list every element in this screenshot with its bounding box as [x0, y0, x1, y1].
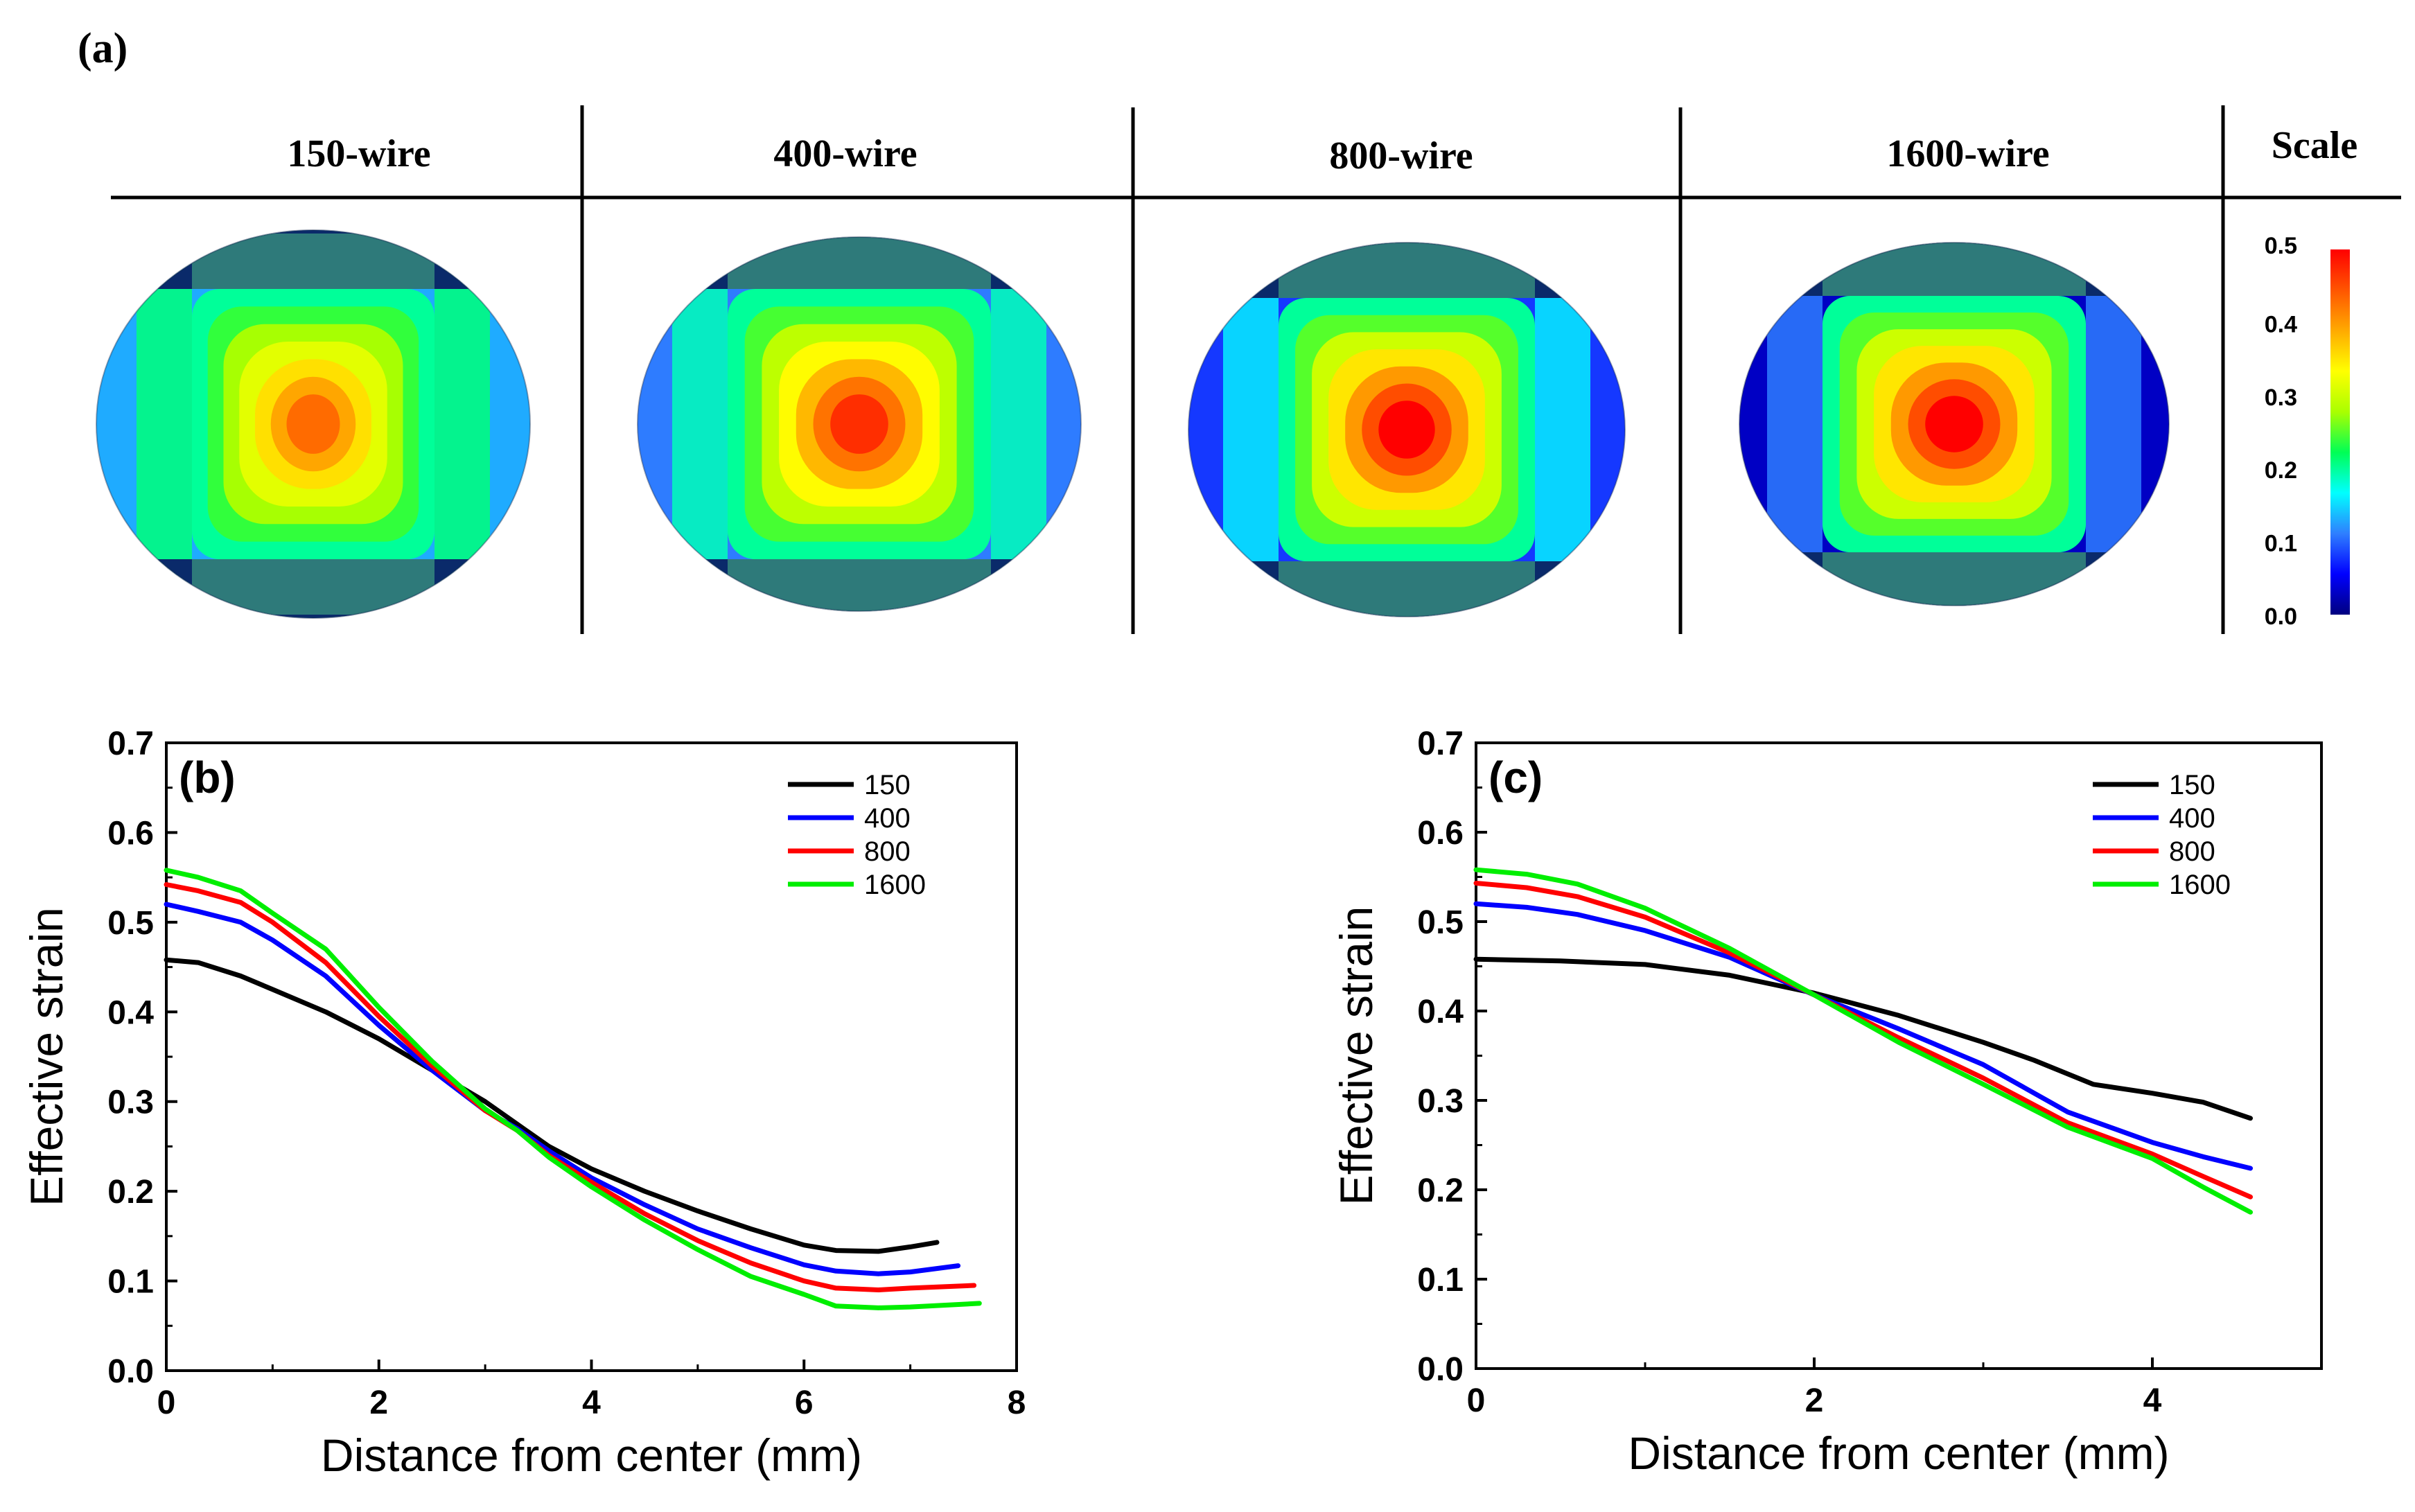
panel-label: (b): [179, 753, 236, 802]
column-title-800-wire: 800-wire: [1329, 134, 1473, 177]
x-axis-label: Distance from center (mm): [321, 1430, 862, 1481]
map-bottom-cap-inner: [1823, 552, 2086, 606]
x-tick-label: 4: [582, 1384, 601, 1421]
series-line-800: [164, 882, 977, 1292]
x-tick-label: 2: [1805, 1382, 1824, 1419]
map-outline: [1739, 242, 2170, 606]
scale-title: Scale: [2272, 124, 2357, 167]
scale-tick-label: 0.0: [2265, 604, 2297, 630]
map-side-band-left: [1767, 243, 1823, 606]
x-tick-label: 8: [1008, 1384, 1026, 1421]
y-tick-label: 0.5: [107, 905, 154, 942]
y-tick-label: 0.0: [107, 1353, 154, 1390]
scale-tick-label: 0.2: [2265, 457, 2297, 484]
scale-tick-label: 0.1: [2265, 531, 2297, 557]
panel-a-label: (a): [78, 25, 128, 72]
strain-map-1600-wire: [1739, 242, 2170, 606]
strain-map-400-wire: [637, 236, 1082, 612]
scale-tick-label: 0.5: [2265, 233, 2297, 259]
y-tick-label: 0.5: [1417, 904, 1464, 941]
map-core-level: [286, 394, 340, 454]
column-title-1600-wire: 1600-wire: [1886, 132, 2049, 175]
series-line-150: [1473, 956, 2253, 1121]
chart-c: 0.0 0.1 0.2 0.3 0.4 0.5 0.6 0.7 0 2 4 Distance from…: [1331, 726, 2323, 1479]
y-tick-label: 0.1: [107, 1264, 154, 1301]
panel-label: (c): [1488, 753, 1543, 802]
legend-label-1600: 1600: [2169, 870, 2231, 900]
x-tick-label: 0: [1467, 1382, 1486, 1419]
map-core-level: [830, 394, 888, 454]
y-tick-label: 0.7: [1417, 726, 1464, 762]
y-tick-label: 0.7: [107, 726, 154, 762]
map-bottom-cap-inner: [728, 559, 991, 611]
map-core-level: [1378, 401, 1435, 459]
y-tick-label: 0.2: [107, 1174, 154, 1211]
map-top-cap-inner: [1279, 243, 1535, 298]
y-tick-label: 0.3: [1417, 1083, 1464, 1120]
y-tick-label: 0.0: [1417, 1351, 1464, 1388]
map-side-bands: [1767, 243, 2141, 606]
x-tick-label: 6: [795, 1384, 814, 1421]
map-bottom-cap-inner: [192, 559, 434, 615]
map-top-cap-inner: [1823, 243, 2086, 296]
y-tick-label: 0.6: [1417, 815, 1464, 852]
strain-map-150-wire: [96, 229, 531, 619]
map-outline: [96, 229, 531, 619]
legend-label-800: 800: [864, 836, 911, 867]
series-line-1600: [1473, 867, 2253, 1215]
series-line-400: [1473, 901, 2253, 1171]
y-tick-label: 0.4: [107, 994, 154, 1031]
y-axis-label: Effective strain: [21, 907, 72, 1206]
series-line-150: [164, 957, 940, 1254]
map-bottom-cap-inner: [1279, 561, 1535, 617]
series-line-400: [164, 902, 961, 1276]
map-outline: [1188, 242, 1626, 617]
panel-a: (a) 150-wire 400-wire 800-wire 1600-wire…: [78, 25, 2401, 634]
y-tick-label: 0.2: [1417, 1172, 1464, 1209]
x-tick-label: 2: [369, 1384, 388, 1421]
legend-label-400: 400: [2169, 803, 2215, 834]
legend-label-150: 150: [2169, 770, 2215, 800]
legend-label-800: 800: [2169, 836, 2215, 867]
chart-b: 0.0 0.1 0.2 0.3 0.4 0.5 0.6 0.7 0 2 4 6 8 Distance fr…: [21, 726, 1026, 1481]
legend-label-1600: 1600: [864, 870, 926, 900]
scale-tick-label: 0.3: [2265, 385, 2297, 411]
scale-tick-label: 0.4: [2265, 311, 2297, 337]
x-tick-label: 4: [2143, 1382, 2162, 1419]
map-outline: [637, 236, 1082, 612]
y-axis-label: Effective strain: [1331, 906, 1382, 1206]
map-side-band-right: [2086, 243, 2141, 606]
column-title-400-wire: 400-wire: [773, 132, 917, 175]
map-top-cap-inner: [728, 237, 991, 289]
legend-label-150: 150: [864, 770, 911, 800]
strain-map-800-wire: [1188, 242, 1626, 617]
y-tick-label: 0.3: [107, 1084, 154, 1121]
x-tick-label: 0: [157, 1384, 176, 1421]
y-tick-label: 0.4: [1417, 994, 1464, 1030]
scale-ticks: 0.5 0.4 0.3 0.2 0.1 0.0: [2265, 233, 2297, 630]
map-core-level: [1925, 396, 1983, 452]
column-title-150-wire: 150-wire: [287, 132, 430, 175]
y-tick-label: 0.6: [107, 815, 154, 852]
scale-colorbar: [2330, 249, 2350, 615]
y-tick-label: 0.1: [1417, 1262, 1464, 1299]
legend-label-400: 400: [864, 803, 911, 834]
x-axis-label: Distance from center (mm): [1628, 1427, 2169, 1479]
map-top-cap-inner: [192, 234, 434, 289]
